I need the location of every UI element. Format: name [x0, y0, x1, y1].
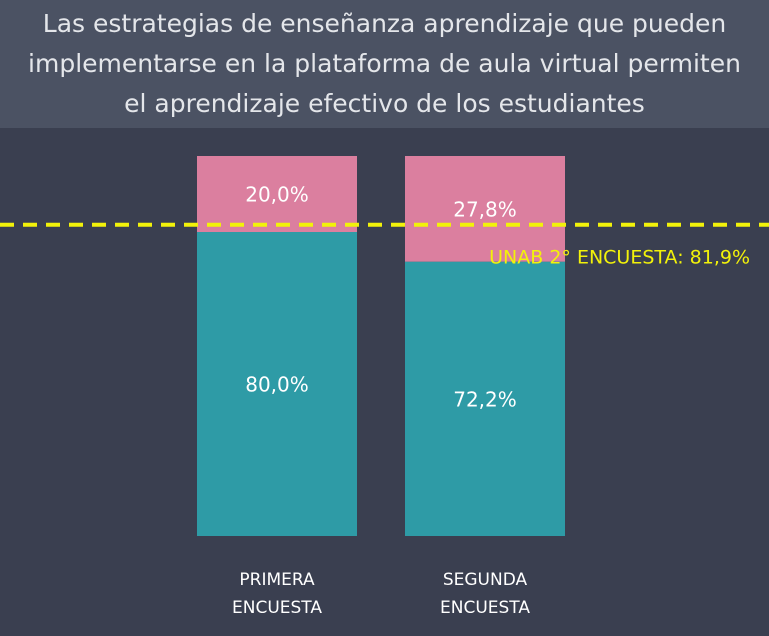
- data-label: 80,0%: [245, 373, 309, 397]
- bar-segment: [197, 156, 357, 232]
- data-label: 27,8%: [453, 197, 517, 221]
- bar-segment: [405, 261, 565, 536]
- bar-segment: [405, 156, 565, 262]
- bar-segment: [197, 232, 357, 536]
- data-label: 20,0%: [245, 183, 309, 207]
- chart-title: Las estrategias de enseñanza aprendizaje…: [0, 0, 769, 128]
- data-label: 72,2%: [453, 387, 517, 411]
- x-tick-label: SEGUNDA ENCUESTA: [440, 570, 530, 618]
- x-tick-label: PRIMERA ENCUESTA: [232, 570, 322, 618]
- reference-label: UNAB 2° ENCUESTA: 81,9%: [489, 246, 750, 268]
